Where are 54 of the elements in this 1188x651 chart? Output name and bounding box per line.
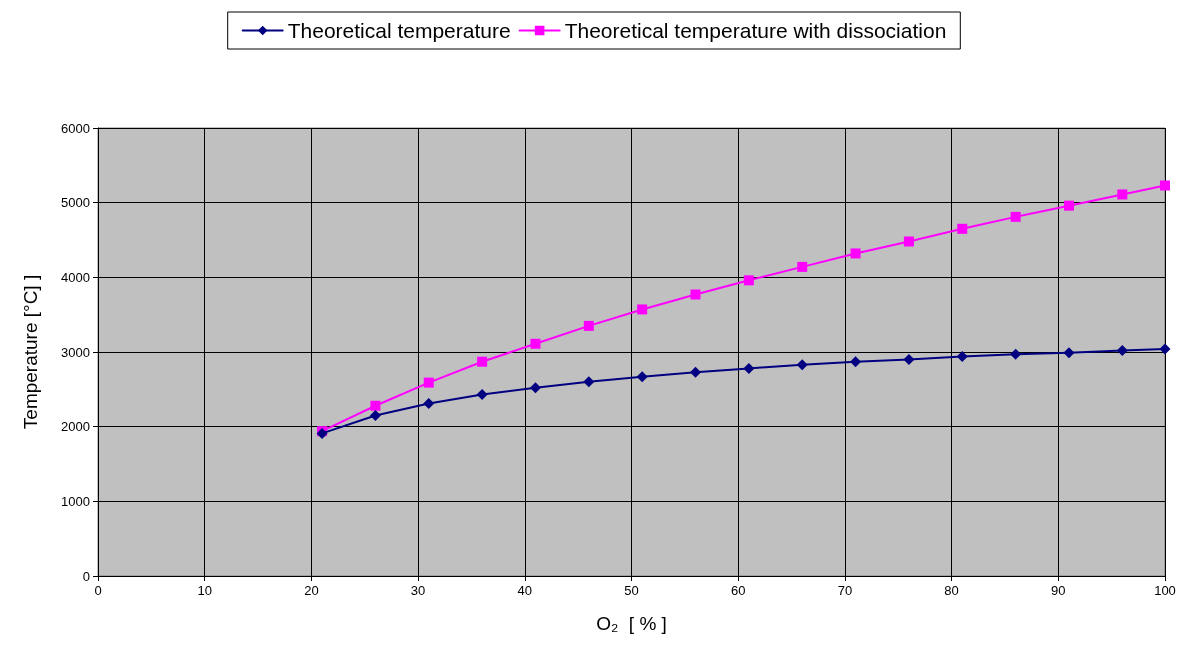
y-tick-label: 3000	[61, 344, 90, 360]
point	[529, 382, 541, 394]
point	[370, 400, 381, 411]
point	[690, 366, 702, 378]
x-tick-label: 30	[410, 583, 426, 598]
point	[1117, 189, 1128, 200]
x-tick-label: 80	[944, 583, 959, 598]
point	[1010, 348, 1022, 360]
x-tick-label: 20	[304, 583, 319, 598]
point	[903, 236, 914, 247]
x-tick-label: 70	[837, 583, 853, 598]
point	[369, 409, 381, 421]
point	[1159, 343, 1171, 355]
point	[583, 320, 594, 331]
x-tick-label: 100	[1154, 583, 1176, 598]
point	[423, 377, 434, 388]
legend-label: Theoretical temperature	[287, 19, 511, 42]
y-axis-title: Temperature [°C] ]	[20, 274, 41, 430]
point	[1063, 200, 1074, 211]
y-tick-label: 5000	[61, 195, 90, 211]
point	[1116, 345, 1128, 357]
point	[796, 359, 808, 371]
point	[743, 362, 755, 374]
point	[690, 289, 701, 300]
y-tick-label: 2000	[61, 419, 90, 435]
point	[743, 275, 754, 286]
point	[903, 353, 915, 365]
point	[850, 248, 861, 259]
x-tick-label: 0	[94, 583, 102, 598]
point	[476, 389, 488, 401]
point	[850, 356, 862, 368]
y-tick-label: 6000	[61, 120, 90, 136]
point	[957, 223, 968, 234]
x-tick-label: 40	[517, 583, 533, 598]
point	[583, 376, 595, 388]
point	[1160, 180, 1170, 191]
point	[956, 350, 968, 362]
y-tick-label: 4000	[61, 269, 90, 285]
point	[797, 261, 808, 272]
x-tick-label: 90	[1051, 583, 1066, 598]
point	[1063, 347, 1075, 359]
point	[423, 398, 435, 410]
y-tick-label: 0	[82, 568, 90, 584]
y-tick-label: 1000	[61, 493, 90, 509]
point	[637, 304, 648, 315]
point	[477, 356, 488, 367]
point	[636, 371, 648, 383]
point	[530, 338, 541, 349]
point	[1010, 211, 1021, 222]
x-tick-label: 60	[730, 583, 746, 598]
legend-label: Theoretical temperature with dissociation	[564, 19, 947, 42]
x-tick-label: 50	[624, 583, 639, 598]
x-axis-title: O₂ [ % ]	[596, 613, 667, 634]
x-tick-label: 10	[197, 583, 212, 598]
